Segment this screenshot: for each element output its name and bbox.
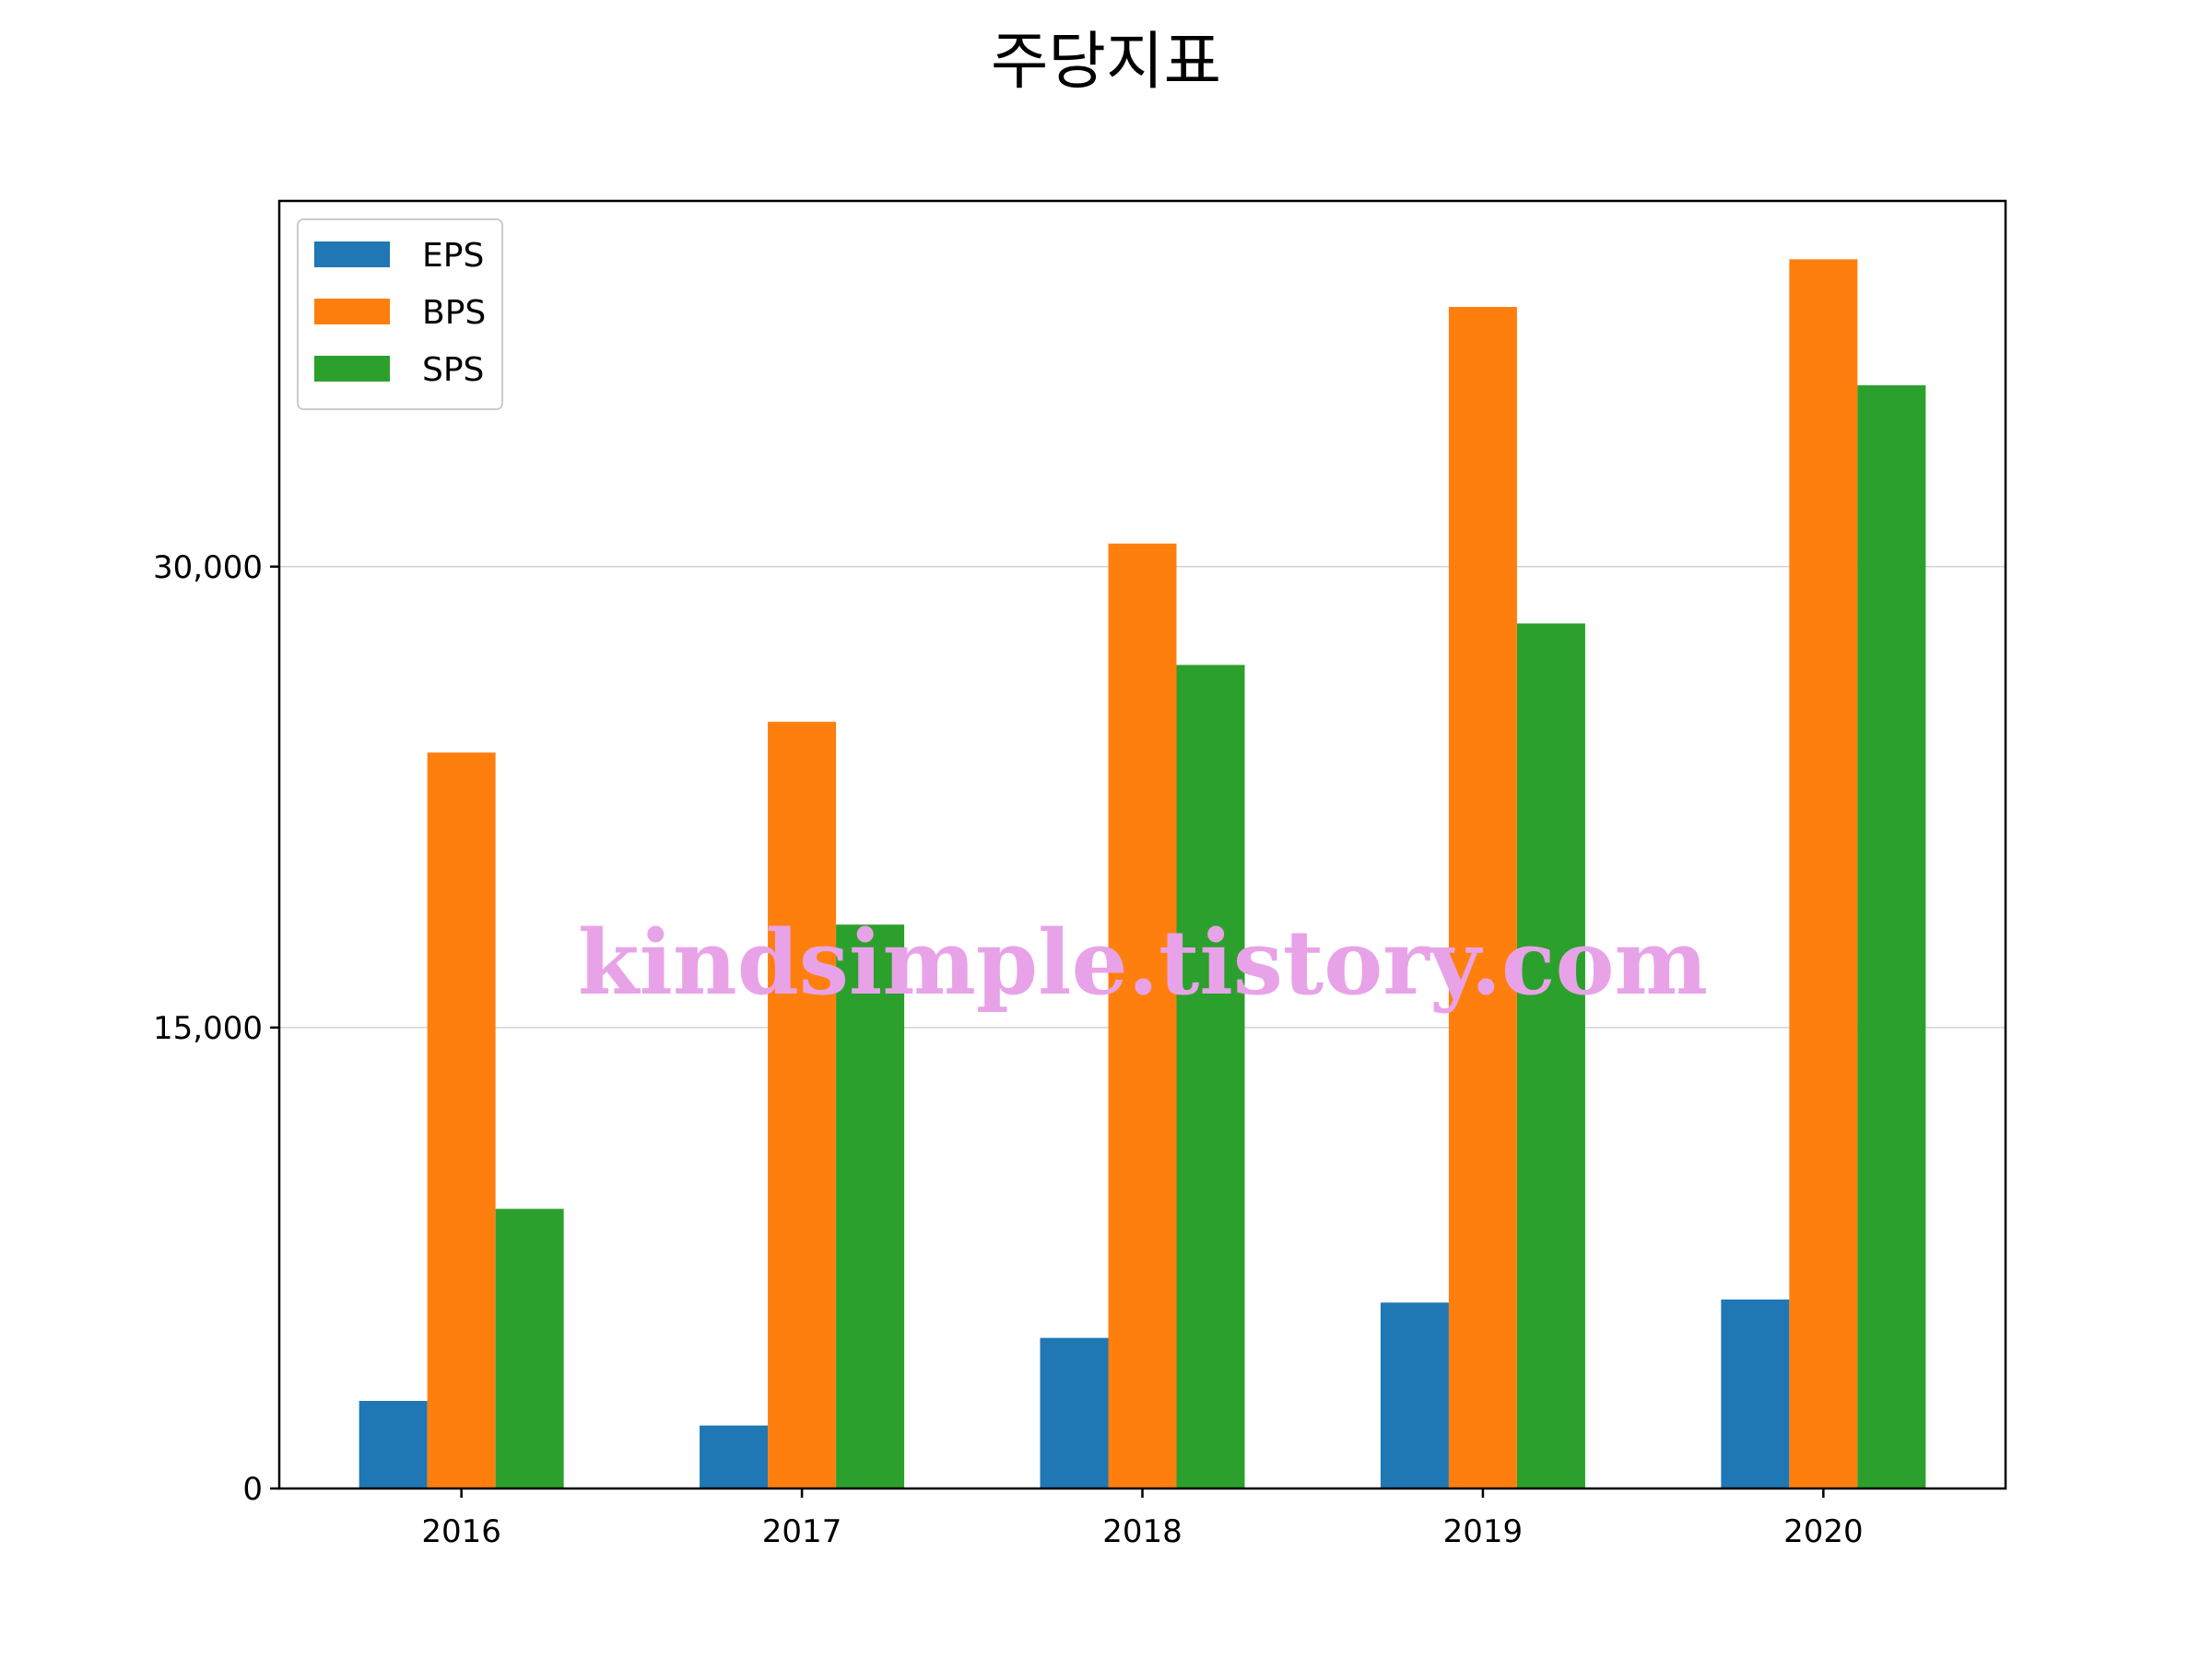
- bar-eps-2018: [1040, 1337, 1109, 1488]
- watermark-text: kindsimple.tistory.com: [578, 911, 1708, 1015]
- bar-sps-2019: [1516, 623, 1585, 1488]
- legend-label-sps: SPS: [422, 351, 484, 389]
- bar-bps-2020: [1789, 259, 1858, 1489]
- legend-swatch-bps: [314, 299, 390, 324]
- x-tick-label: 2017: [762, 1513, 842, 1550]
- y-tick-label: 15,000: [153, 1010, 263, 1047]
- chart-title: 주당지표: [991, 26, 1221, 99]
- x-axis: 2016 2017 2018 2019 2020: [421, 1488, 1864, 1550]
- x-tick-label: 2020: [1783, 1513, 1864, 1550]
- legend-swatch-sps: [314, 356, 390, 382]
- legend-swatch-eps: [314, 241, 390, 267]
- bar-sps-2020: [1857, 385, 1926, 1488]
- legend-label-eps: EPS: [422, 237, 484, 275]
- legend: EPS BPS SPS: [297, 218, 503, 410]
- x-tick-label: 2018: [1102, 1513, 1182, 1550]
- y-tick-label: 0: [242, 1471, 263, 1508]
- y-tick-label: 30,000: [153, 549, 263, 586]
- bar-sps-2016: [495, 1208, 564, 1488]
- x-tick-label: 2016: [421, 1513, 501, 1550]
- y-axis: 0 15,000 30,000: [153, 549, 279, 1508]
- bar-eps-2017: [700, 1425, 769, 1488]
- bar-sps-2017: [836, 924, 905, 1488]
- legend-label-bps: BPS: [422, 294, 486, 332]
- bar-eps-2020: [1721, 1299, 1790, 1488]
- bar-eps-2019: [1380, 1302, 1449, 1488]
- bar-sps-2018: [1176, 665, 1245, 1488]
- x-tick-label: 2019: [1443, 1513, 1524, 1550]
- bar-bps-2017: [768, 722, 837, 1488]
- bar-bps-2018: [1108, 543, 1177, 1488]
- bar-bps-2019: [1448, 307, 1517, 1488]
- bar-bps-2016: [427, 752, 496, 1488]
- bar-eps-2016: [359, 1400, 428, 1488]
- bars: [359, 259, 1926, 1489]
